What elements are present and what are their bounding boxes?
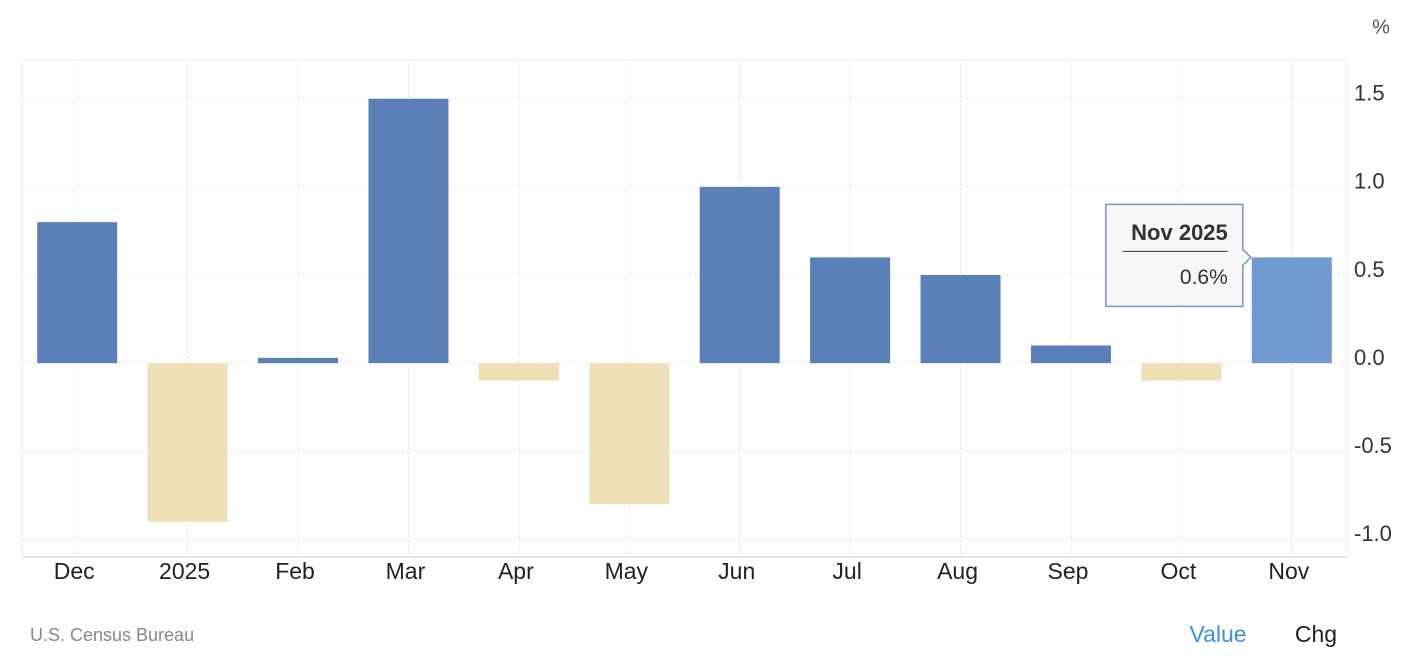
tooltip-value: 0.6% (1180, 266, 1228, 289)
y-tick-label: 1.5 (1354, 81, 1385, 106)
x-tick-label: Aug (937, 558, 978, 584)
bar (1251, 257, 1332, 364)
bar (810, 257, 891, 364)
y-tick-label: -1.0 (1354, 521, 1392, 546)
unit-label: % (1372, 16, 1390, 38)
x-tick-label: Oct (1160, 558, 1196, 584)
x-tick-label: Jul (832, 558, 861, 584)
bar (478, 363, 559, 381)
x-tick-label: 2025 (159, 558, 210, 584)
x-tick-label: Nov (1268, 558, 1309, 584)
bar (1141, 363, 1222, 381)
x-tick-label: Dec (54, 558, 95, 584)
tooltip-box (1105, 203, 1252, 308)
bar (1030, 345, 1111, 364)
bar (368, 98, 449, 364)
bar (699, 186, 780, 364)
tooltip: Nov 2025 0.6% (1105, 203, 1252, 308)
y-tick-label: 1.0 (1354, 169, 1385, 194)
y-tick-label: -0.5 (1354, 433, 1392, 458)
x-tick-label: Apr (498, 558, 534, 584)
bar (37, 222, 118, 364)
x-tick-label: Mar (386, 558, 426, 584)
chg-button[interactable]: Chg (1295, 621, 1337, 647)
bar (589, 363, 670, 505)
bar (258, 357, 339, 364)
tooltip-title: Nov 2025 (1131, 220, 1228, 245)
bar (147, 363, 228, 522)
y-tick-label: 0.5 (1354, 257, 1385, 282)
value-button[interactable]: Value (1189, 621, 1246, 647)
bar (920, 275, 1001, 364)
source: U.S. Census Bureau (30, 625, 194, 645)
x-tick-label: Feb (275, 558, 315, 584)
y-tick-label: 0.0 (1354, 345, 1385, 370)
x-tick-label: Sep (1047, 558, 1088, 584)
x-tick-label: Jun (718, 558, 755, 584)
x-tick-label: May (605, 558, 649, 584)
